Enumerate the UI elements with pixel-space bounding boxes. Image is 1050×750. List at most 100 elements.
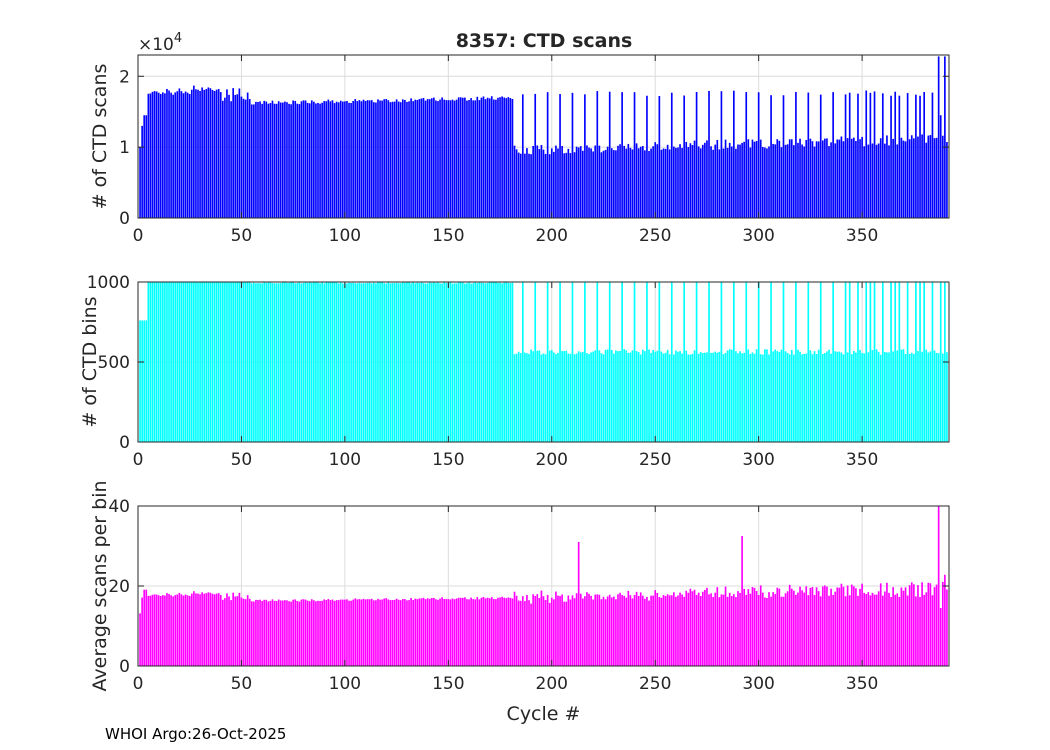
bar [892, 351, 894, 442]
bar [817, 141, 820, 218]
bar [441, 597, 443, 666]
bar [253, 282, 255, 442]
bar [573, 354, 576, 442]
bar [354, 283, 357, 442]
bar [296, 103, 299, 218]
bar [182, 595, 185, 666]
bar [449, 282, 452, 442]
bar [720, 282, 723, 442]
bar [495, 599, 497, 666]
bar [714, 592, 717, 666]
bar [712, 596, 714, 666]
bar [658, 282, 661, 442]
bar [143, 320, 146, 442]
bar [799, 138, 801, 218]
bar [164, 93, 166, 218]
bar [153, 594, 156, 666]
bar [437, 599, 439, 666]
bar [180, 91, 183, 218]
bar [373, 102, 375, 218]
bar [716, 140, 719, 218]
bar [623, 595, 626, 666]
bar [455, 598, 458, 666]
bar [784, 593, 787, 666]
bar [385, 283, 388, 442]
bar [937, 353, 940, 442]
bar [776, 587, 779, 666]
bar [739, 144, 741, 218]
bar [673, 592, 675, 666]
bar [302, 282, 305, 442]
bar [898, 282, 901, 442]
bar [453, 283, 456, 442]
bar [693, 350, 696, 442]
bar [528, 600, 530, 666]
bar [203, 89, 206, 219]
bar [629, 352, 632, 442]
bar [174, 282, 177, 442]
bar [681, 594, 683, 666]
bar [724, 139, 727, 218]
bar [720, 91, 723, 218]
bar [213, 91, 216, 218]
bar [248, 598, 251, 666]
bar [613, 596, 615, 666]
bar [776, 351, 779, 442]
bar [869, 282, 872, 442]
bar [203, 282, 206, 442]
bar [428, 99, 431, 218]
bar [904, 587, 907, 666]
bar [886, 135, 888, 218]
bar [482, 96, 485, 218]
bar [439, 283, 441, 442]
y-axis-label: # of CTD bins [79, 296, 101, 427]
bar [795, 282, 797, 442]
bar [319, 600, 321, 666]
bar [766, 598, 768, 666]
bar [879, 138, 882, 218]
bar [333, 103, 336, 218]
bar [904, 141, 907, 218]
bar [304, 282, 307, 442]
bar [149, 595, 152, 666]
bar [941, 135, 944, 218]
bar [447, 283, 450, 442]
bar [505, 282, 508, 442]
bar [416, 100, 419, 218]
bar [577, 351, 580, 442]
bar [383, 283, 386, 442]
bar [352, 100, 354, 218]
bar [404, 599, 406, 666]
bar [501, 96, 503, 218]
bar [853, 350, 855, 442]
bar [310, 599, 313, 666]
bar [838, 139, 841, 218]
bar [782, 282, 785, 442]
x-tick-label: 200 [536, 226, 568, 246]
bar [888, 592, 890, 666]
bar [281, 600, 284, 666]
bar [168, 594, 170, 666]
bar [497, 97, 499, 218]
bar [733, 594, 735, 666]
bar [666, 349, 669, 442]
bar [259, 599, 261, 666]
bar [751, 139, 754, 218]
y-tick-label: 40 [108, 497, 130, 517]
bar [658, 597, 661, 666]
bar [635, 591, 638, 666]
bar [850, 138, 853, 218]
bar [159, 282, 162, 442]
bar [832, 594, 834, 666]
bar [250, 601, 253, 666]
bar [499, 282, 501, 442]
bar [346, 599, 348, 666]
bar [482, 282, 485, 442]
bar [877, 591, 880, 666]
bar [337, 102, 340, 218]
bar [195, 89, 197, 218]
bar [418, 283, 421, 442]
bar [199, 594, 201, 666]
bar [803, 146, 806, 218]
bar [464, 97, 466, 218]
